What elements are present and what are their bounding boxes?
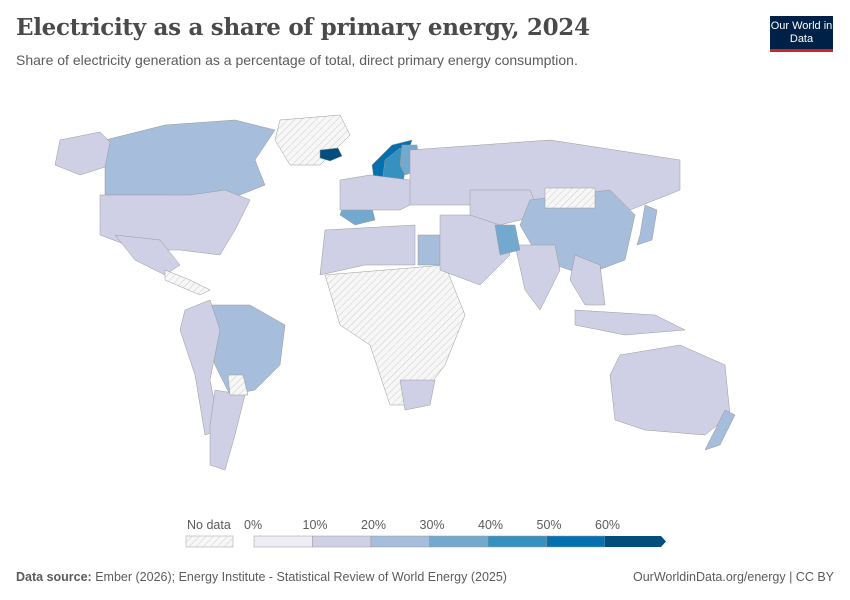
legend-no-data-swatch: [185, 535, 234, 548]
country-southeast-asia[interactable]: [569, 254, 606, 306]
country-egypt[interactable]: [417, 234, 444, 266]
country-new-zealand[interactable]: [704, 409, 736, 451]
country-brazil[interactable]: [204, 304, 286, 396]
owid-logo[interactable]: Our World in Data: [770, 16, 833, 52]
legend-bin-3: [429, 535, 489, 548]
legend-tick: 0%: [244, 518, 263, 532]
country-paraguay[interactable]: [227, 374, 249, 396]
country-sub-saharan-africa[interactable]: [324, 264, 466, 406]
legend-tick: 30%: [419, 518, 445, 532]
country-usa[interactable]: [99, 189, 251, 256]
legend-bin-6: [605, 536, 666, 547]
country-iceland[interactable]: [319, 147, 343, 162]
chart-subtitle: Share of electricity generation as a per…: [16, 52, 578, 68]
world-map[interactable]: [0, 110, 850, 490]
data-source: Data source: Ember (2026); Energy Instit…: [16, 570, 507, 584]
country-indonesia[interactable]: [574, 309, 686, 336]
legend-tick: 50%: [536, 518, 562, 532]
country-south-africa[interactable]: [399, 379, 436, 411]
country-mexico[interactable]: [114, 234, 181, 276]
legend-tick: 10%: [302, 518, 328, 532]
country-mongolia[interactable]: [544, 187, 596, 209]
country-central-america[interactable]: [164, 269, 211, 296]
country-north-africa[interactable]: [319, 224, 416, 276]
country-japan[interactable]: [636, 204, 658, 246]
country-central-asia[interactable]: [469, 189, 541, 226]
footer-link[interactable]: OurWorldinData.org/energy | CC BY: [632, 570, 834, 584]
data-source-text: Ember (2026); Energy Institute - Statist…: [95, 570, 507, 584]
country-pakistan[interactable]: [494, 224, 521, 256]
legend-bin-2: [370, 535, 430, 548]
country-australia[interactable]: [609, 344, 731, 436]
country-argentina[interactable]: [209, 389, 246, 471]
country-india[interactable]: [514, 244, 561, 311]
legend-tick: 40%: [478, 518, 504, 532]
legend-bin-1: [312, 535, 372, 548]
chart-title: Electricity as a share of primary energy…: [16, 14, 590, 41]
legend-tick: 60%: [595, 518, 621, 532]
legend-bin-5: [546, 535, 606, 548]
country-canada[interactable]: [104, 119, 276, 201]
legend-bin-4: [487, 535, 547, 548]
country-western-europe[interactable]: [339, 174, 421, 211]
legend-tick: 20%: [361, 518, 387, 532]
country-alaska[interactable]: [54, 131, 111, 176]
legend-no-data-label: No data: [187, 518, 231, 532]
legend-bar: [185, 535, 666, 548]
legend-bin-0: [253, 535, 313, 548]
